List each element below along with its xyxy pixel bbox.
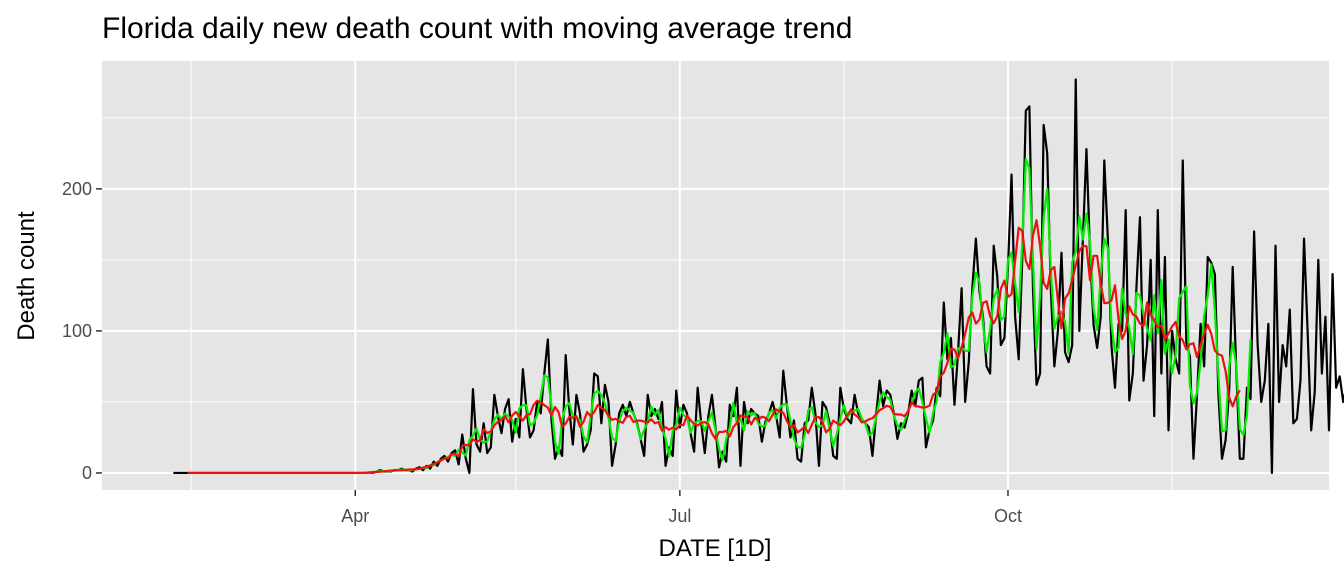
x-axis-title: DATE [1D]	[659, 535, 772, 562]
y-tick-label: 100	[62, 321, 92, 341]
y-tick-label: 0	[82, 463, 92, 483]
y-axis-title: Death count	[13, 211, 40, 341]
series-lines	[173, 78, 1344, 475]
x-tick-label: Apr	[341, 506, 369, 526]
y-axis: 0 100 200	[62, 179, 102, 483]
x-tick-label: Jul	[668, 506, 691, 526]
y-tick-label: 200	[62, 179, 92, 199]
chart-title: Florida daily new death count with movin…	[102, 12, 852, 45]
x-tick-label: Oct	[994, 506, 1022, 526]
minor-gridlines	[102, 61, 1329, 490]
series-line-3	[187, 219, 1241, 475]
x-axis: Apr Jul Oct	[341, 490, 1022, 526]
